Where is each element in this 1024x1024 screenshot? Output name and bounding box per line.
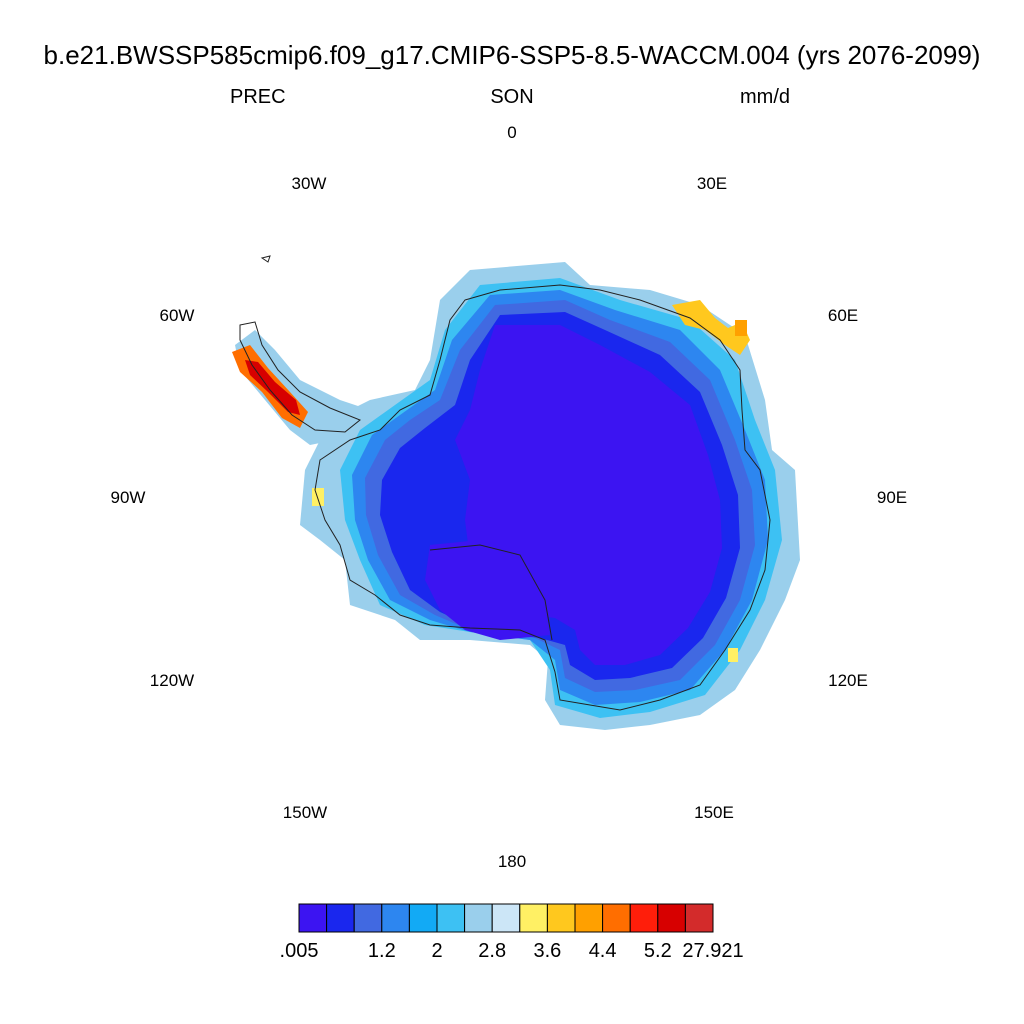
ross-shelf-region [425,540,550,640]
colorbar-tick-label: 2.8 [478,940,506,962]
colorbar-tick-label: 1.2 [368,940,396,962]
colorbar-swatch [408,903,438,933]
colorbar-swatch [546,903,576,933]
colorbar-swatch [353,903,383,933]
lon-label-150e: 150E [694,803,734,822]
colorbar-tick-label: 5.2 [644,940,672,962]
lon-label-180: 180 [497,852,527,871]
lon-label-90e: 90E [876,488,908,507]
season-label: SON [490,86,534,108]
lon-label-150w: 150W [282,803,328,822]
colorbar-swatch [491,903,521,933]
colorbar-tick-label: 3.6 [533,940,561,962]
enderby-high-precip [672,300,750,355]
colorbar-tick-label: .005 [280,940,319,962]
lon-label-120w: 120W [149,671,195,690]
lon-label-60w: 60W [159,306,195,325]
colorbar-swatch [684,903,714,933]
lon-label-90w: 90W [110,488,146,507]
colorbar-swatch [298,903,328,933]
peninsula-yellow-cell [312,488,324,506]
peninsula-band [235,330,370,445]
lon-label-30w: 30W [291,174,327,193]
coastline [314,284,771,711]
variable-label: PREC [230,86,286,108]
colorbar-swatch [464,903,493,933]
colorbar-swatch [629,903,659,933]
small-island [260,255,271,263]
colorbar-swatch [602,903,631,933]
colorbar-swatch [574,903,604,933]
ross-grounding-line [429,544,553,641]
colorbar-swatch [436,903,466,933]
colorbar-swatch [326,903,355,933]
colorbar-tick-label: 4.4 [589,940,617,962]
colorbar-tick-label: 2 [431,940,442,962]
peninsula-coastline [239,321,361,433]
lon-label-60e: 60E [827,306,859,325]
colorbar-swatch [519,903,548,933]
enderby-orange-cell [735,320,747,336]
lon-label-0: 0 [507,123,517,142]
lon-label-30e: 30E [696,174,728,193]
colorbar-swatch [657,903,686,933]
colorbar-swatch [381,903,410,933]
wilkes-yellow-cell [728,648,738,662]
colorbar-tick-label: 27.921 [682,940,743,962]
plot-title: b.e21.BWSSP585cmip6.f09_g17.CMIP6-SSP5-8… [43,40,981,70]
lon-label-120e: 120E [828,671,868,690]
units-label: mm/d [740,86,790,108]
